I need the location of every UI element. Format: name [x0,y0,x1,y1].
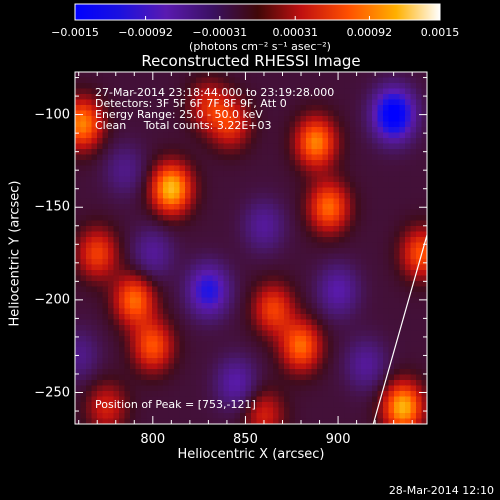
colorbar-tick-label: −0.00031 [192,26,248,39]
y-axis-label: Heliocentric Y (arcsec) [7,180,23,327]
x-tick-label: 900 [325,432,351,447]
annotation-clean-counts: Clean Total counts: 3.22E+03 [95,119,272,132]
y-tick-label: −150 [34,199,70,215]
colorbar-tick-label: −0.0015 [51,26,99,39]
colorbar-tick-label: 0.00031 [272,26,318,39]
annotation-energy-range: Energy Range: 25.0 - 50.0 keV [95,108,263,121]
y-tick-label: −200 [34,292,70,308]
annotation-block: 27-Mar-2014 23:18:44.000 to 23:19:28.000… [95,87,334,131]
colorbar-ticks [74,16,441,20]
colorbar-title: (photons cm⁻² s⁻¹ asec⁻²) [0,40,500,53]
colorbar-title-text: (photons cm⁻² s⁻¹ asec⁻²) [189,40,331,53]
annotation-time-range: 27-Mar-2014 23:18:44.000 to 23:19:28.000 [95,86,335,99]
x-tick-label: 800 [140,432,166,447]
colorbar-tick-label: −0.00092 [118,26,173,39]
plot-timestamp: 28-Mar-2014 12:10 [388,484,494,497]
annotation-detectors: Detectors: 3F 5F 6F 7F 8F 9F, Att 0 [95,97,287,110]
peak-position-label: Position of Peak = [753,-121] [95,398,256,411]
x-axis-label: Heliocentric X (arcsec) [177,447,325,462]
x-tick-label: 850 [233,432,258,447]
colorbar [74,3,441,21]
y-tick-label: −250 [34,385,70,400]
y-tick-label: −100 [34,107,70,123]
chart-title: Reconstructed RHESSI Image [141,52,361,70]
colorbar-tick-label: 0.00092 [346,26,393,39]
colorbar-tick-label: 0.0015 [420,26,460,39]
